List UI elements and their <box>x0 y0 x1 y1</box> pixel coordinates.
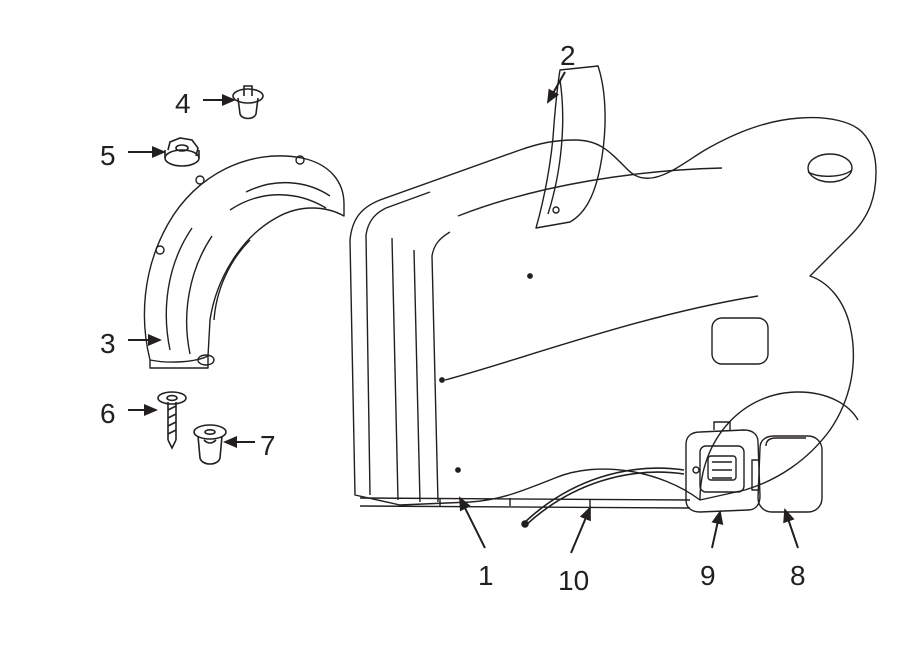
part-clip <box>233 86 263 119</box>
part-cable <box>522 468 684 527</box>
part-fuel-door <box>752 436 822 512</box>
callout-3: 3 <box>100 328 116 360</box>
part-screw <box>158 392 186 448</box>
callout-10: 10 <box>558 565 589 597</box>
callout-6: 6 <box>100 398 116 430</box>
callout-5: 5 <box>100 140 116 172</box>
part-extension <box>536 66 605 228</box>
callout-4: 4 <box>175 88 191 120</box>
part-rivet <box>194 425 226 464</box>
callout-8: 8 <box>790 560 806 592</box>
callout-7: 7 <box>260 430 276 462</box>
callout-2: 2 <box>560 40 576 72</box>
callout-9: 9 <box>700 560 716 592</box>
part-quarter-panel <box>350 118 876 508</box>
part-nut <box>165 138 199 166</box>
callout-arrows <box>128 72 798 553</box>
callout-1: 1 <box>478 560 494 592</box>
diagram-svg <box>0 0 900 661</box>
diagram-stage: 1 2 3 4 5 6 7 8 9 10 <box>0 0 900 661</box>
part-wheel-liner <box>144 156 344 368</box>
